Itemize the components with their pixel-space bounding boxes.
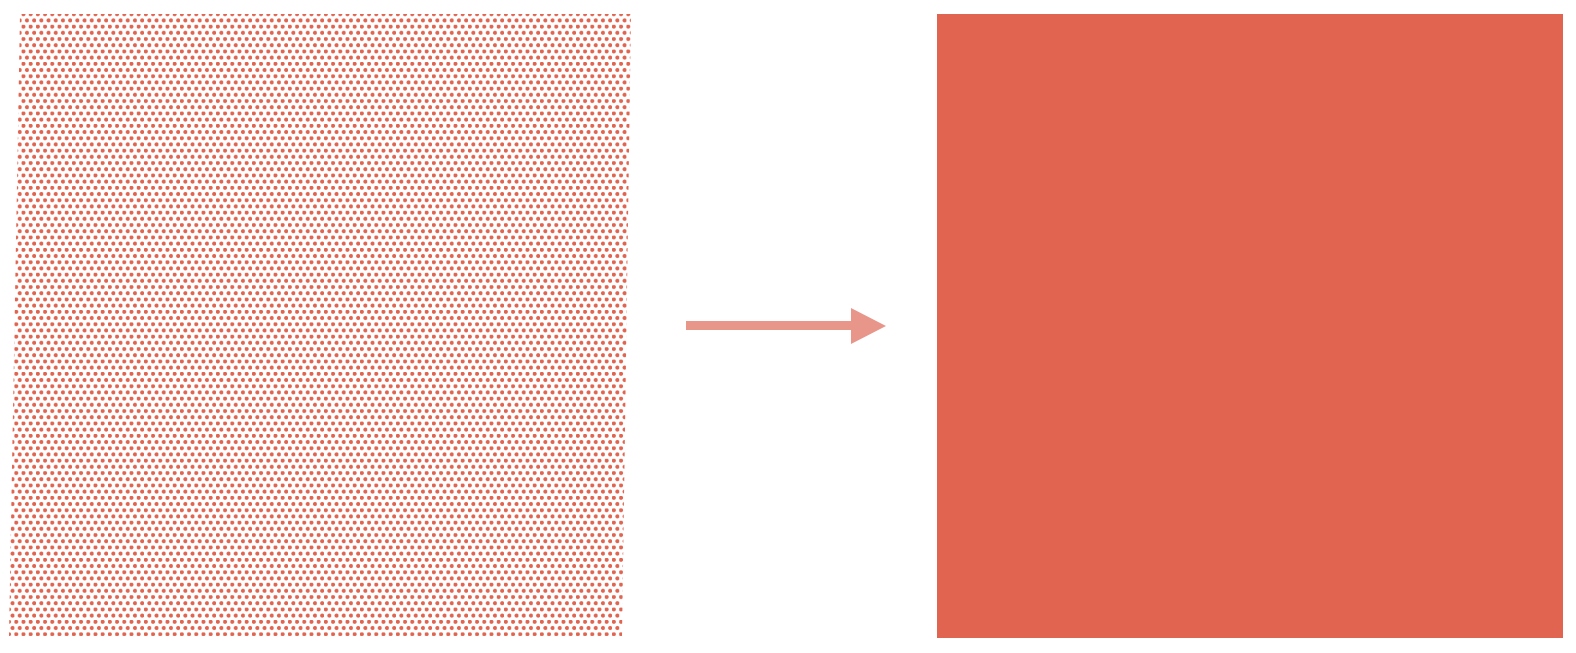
solid-square-fill: [937, 14, 1563, 638]
solid-square: [937, 14, 1563, 638]
arrow-shaft: [686, 321, 851, 330]
transition-arrow: [686, 308, 886, 344]
dotted-square-fill: [9, 14, 631, 636]
arrow-head-icon: [851, 308, 886, 344]
dotted-square: [9, 14, 631, 636]
